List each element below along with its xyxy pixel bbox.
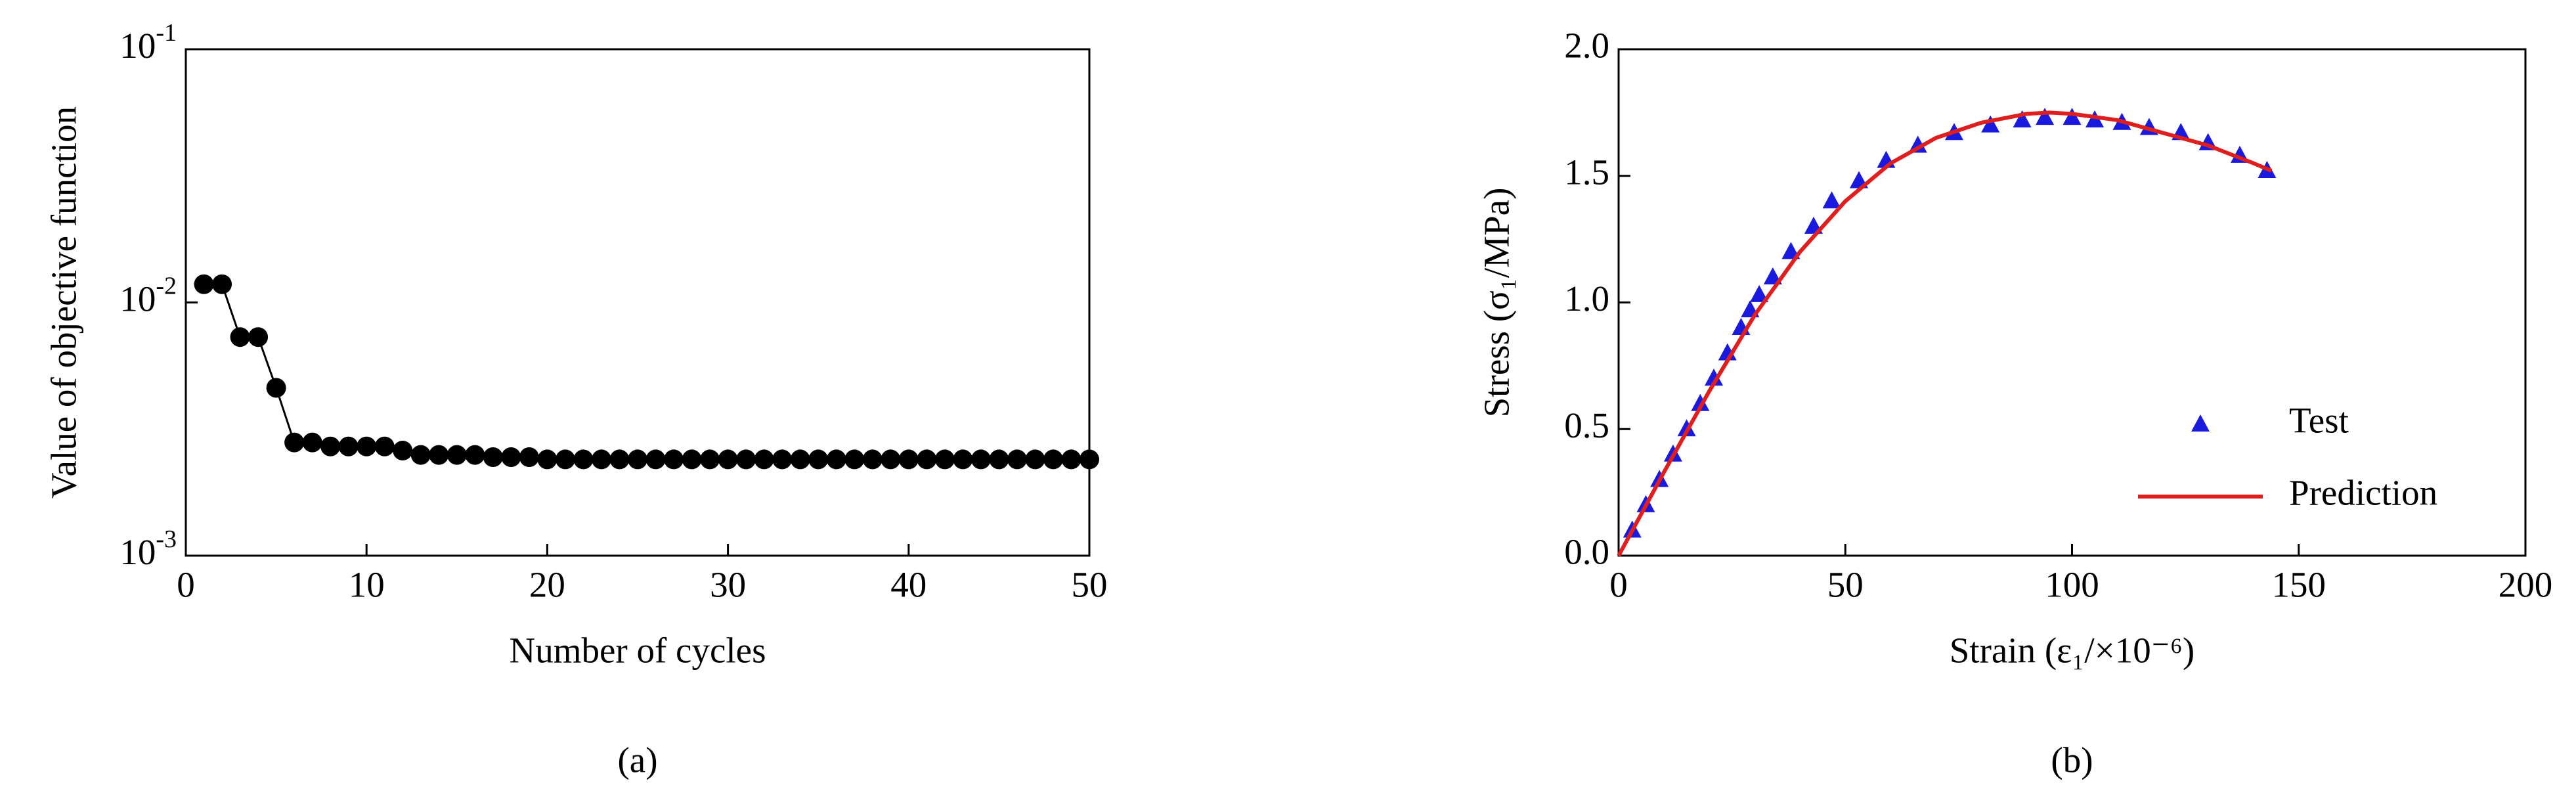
y-tick-label: 0.5	[1564, 405, 1609, 445]
panel-caption: (a)	[617, 740, 657, 780]
marker	[248, 327, 269, 347]
marker	[483, 447, 503, 467]
marker	[1080, 449, 1099, 470]
marker	[447, 445, 467, 465]
x-tick-label: 0	[177, 565, 195, 605]
marker	[338, 436, 359, 456]
series-line	[204, 283, 1089, 460]
marker	[772, 449, 793, 470]
x-tick-label: 100	[2045, 565, 2099, 605]
y-tick-label: 0.0	[1564, 532, 1609, 572]
marker	[194, 274, 214, 294]
marker	[2013, 110, 2032, 127]
marker	[971, 449, 991, 470]
marker	[609, 449, 630, 470]
marker	[1705, 368, 1724, 386]
marker	[573, 449, 594, 470]
marker	[718, 449, 738, 470]
x-tick-label: 0	[1609, 565, 1628, 605]
marker	[591, 449, 611, 470]
legend-marker	[2191, 414, 2210, 432]
marker	[664, 449, 684, 470]
marker	[465, 445, 485, 465]
x-tick-label: 50	[1827, 565, 1864, 605]
marker	[898, 449, 919, 470]
marker	[808, 449, 829, 470]
marker	[357, 436, 377, 456]
plot-frame	[185, 48, 1091, 557]
marker	[1822, 191, 1841, 209]
marker	[1981, 115, 2000, 133]
marker	[1061, 449, 1081, 470]
marker	[989, 449, 1009, 470]
marker	[1025, 449, 1045, 470]
panel-caption: (b)	[2051, 740, 2093, 780]
marker	[1691, 393, 1710, 411]
marker	[1750, 284, 1769, 302]
marker	[754, 449, 774, 470]
y-tick-label: 2.0	[1564, 26, 1609, 66]
marker	[844, 449, 865, 470]
x-axis-title: Number of cycles	[510, 631, 766, 671]
x-tick-label: 150	[2272, 565, 2326, 605]
x-tick-label: 30	[710, 565, 746, 605]
x-tick-label: 50	[1072, 565, 1108, 605]
marker	[2063, 108, 2082, 125]
legend-label: Prediction	[2289, 473, 2437, 513]
marker	[645, 449, 666, 470]
x-tick-label: 200	[2499, 565, 2553, 605]
marker	[736, 449, 756, 470]
marker	[881, 449, 901, 470]
marker	[393, 441, 413, 461]
marker	[790, 449, 810, 470]
marker	[953, 449, 973, 470]
marker	[320, 436, 341, 456]
marker	[374, 436, 395, 456]
marker	[302, 432, 322, 453]
y-tick-label: 10-2	[120, 272, 177, 319]
marker	[230, 327, 250, 347]
marker	[1043, 449, 1063, 470]
y-tick-label: 10-3	[120, 525, 177, 572]
y-tick-label: 10-1	[120, 19, 177, 66]
marker	[934, 449, 955, 470]
marker	[1007, 449, 1027, 470]
legend-label: Test	[2289, 401, 2349, 441]
marker	[410, 445, 431, 465]
marker	[429, 445, 449, 465]
series-line	[1617, 110, 2273, 557]
marker	[284, 432, 305, 453]
marker	[212, 274, 232, 294]
y-axis-title: Stress (σ₁/MPa)	[1477, 188, 1517, 418]
y-tick-label: 1.5	[1564, 152, 1609, 192]
marker	[537, 449, 557, 470]
marker	[2036, 108, 2055, 125]
x-axis-title: Strain (ε₁/×10⁻⁶)	[1950, 631, 2195, 671]
x-tick-label: 20	[529, 565, 565, 605]
marker	[501, 447, 521, 467]
marker	[700, 449, 720, 470]
marker	[519, 447, 539, 467]
marker	[555, 449, 575, 470]
marker	[826, 449, 846, 470]
marker	[682, 449, 702, 470]
marker	[917, 449, 937, 470]
y-axis-title: Value of objective function	[44, 106, 84, 499]
marker	[628, 449, 647, 470]
x-tick-label: 10	[349, 565, 385, 605]
x-tick-label: 40	[890, 565, 927, 605]
marker	[862, 449, 883, 470]
y-tick-label: 1.0	[1564, 278, 1609, 319]
marker	[266, 378, 286, 398]
